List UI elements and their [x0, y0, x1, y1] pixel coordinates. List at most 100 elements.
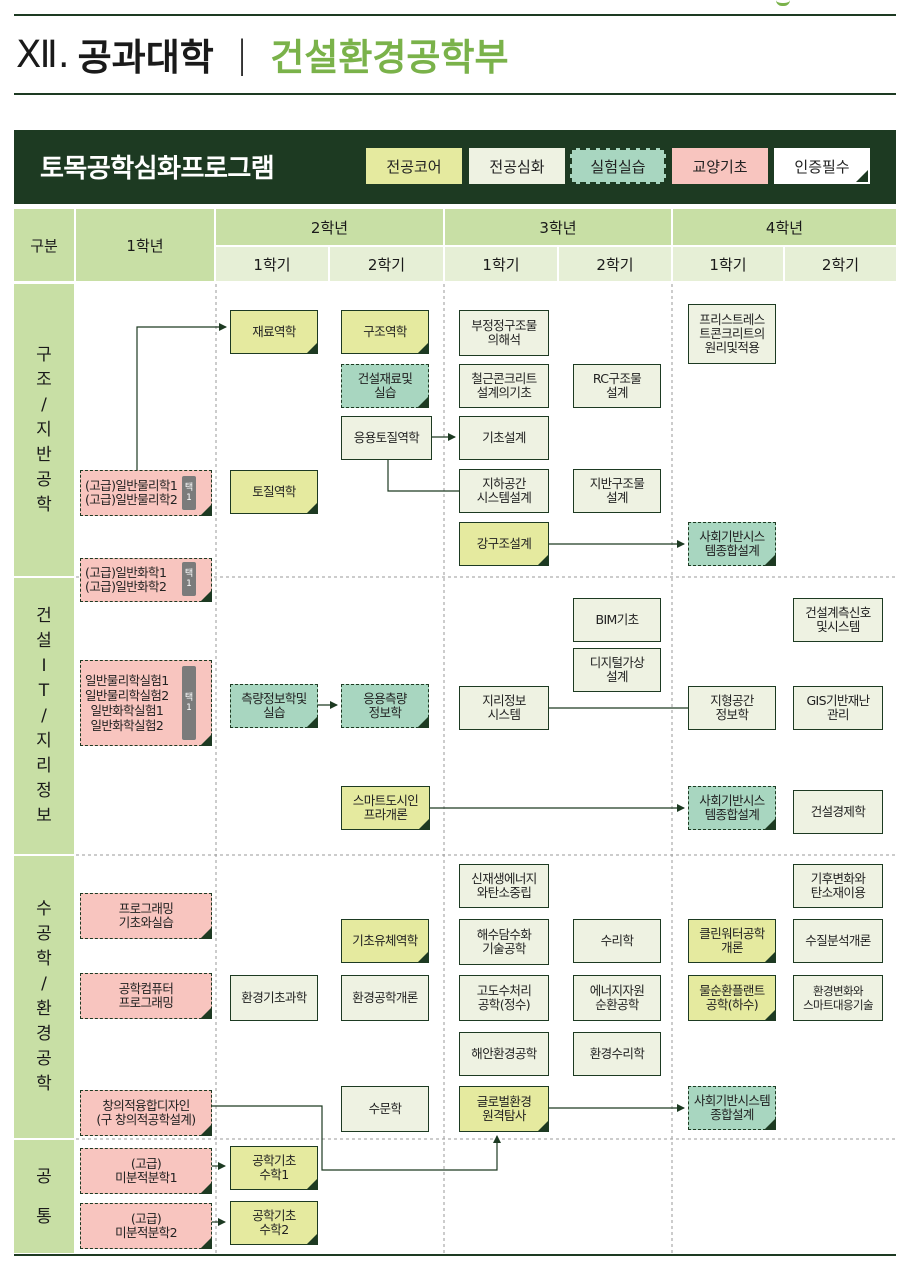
- section-char: /: [41, 394, 47, 415]
- course-construction-measurement[interactable]: 건설계측신호 및시스템: [793, 598, 883, 642]
- section-char: /: [41, 705, 47, 726]
- course-energy-resource[interactable]: 에너지자원 순환공학: [573, 975, 661, 1021]
- section-char: 수: [36, 899, 52, 919]
- course-steel-structure-design[interactable]: 강구조설계: [459, 522, 549, 566]
- course-indeterminate-structures[interactable]: 부정정구조물 의해석: [459, 310, 549, 356]
- course-renewable-energy[interactable]: 신재생에너지 와탄소중립: [459, 864, 549, 908]
- legend-lab: 실험실습: [570, 148, 666, 184]
- course-structural-mechanics[interactable]: 구조역학: [341, 310, 429, 354]
- course-capstone-water[interactable]: 사회기반시스템 종합설계: [688, 1086, 776, 1130]
- course-hydraulics[interactable]: 수리학: [573, 919, 661, 963]
- header-y2-sem1: 1학기: [216, 247, 328, 281]
- course-calculus1[interactable]: (고급) 미분적분학1: [80, 1148, 212, 1194]
- section-char: 건: [36, 605, 52, 626]
- corner-accent: [776, 0, 790, 6]
- page-title: Ⅻ. 공과대학 | 건설환경공학부: [16, 26, 509, 82]
- course-rc-structure-design[interactable]: RC구조물 설계: [573, 364, 661, 408]
- section-char: 설: [36, 630, 52, 651]
- course-applied-surveying[interactable]: 응용측량 정보학: [341, 684, 429, 728]
- course-eng-computer[interactable]: 공학컴퓨터 프로그래밍: [80, 973, 212, 1019]
- course-env-basic-science[interactable]: 환경기초과학: [230, 975, 318, 1021]
- course-env-change-smart[interactable]: 환경변화와 스마트대응기술: [793, 975, 883, 1021]
- title-divider: |: [235, 32, 249, 76]
- program-title: 토목공학심화프로그램: [40, 153, 275, 184]
- course-mechanics-of-materials[interactable]: 재료역학: [230, 310, 318, 354]
- course-coastal-env-eng[interactable]: 해안환경공학: [459, 1032, 549, 1076]
- course-construction-economics[interactable]: 건설경제학: [793, 790, 883, 834]
- section-char: 지: [36, 419, 52, 440]
- course-capstone-structure[interactable]: 사회기반시스 템종합설계: [688, 522, 776, 566]
- course-topographic-info[interactable]: 지형공간 정보학: [688, 686, 776, 730]
- section-char: 반: [36, 444, 52, 465]
- title-rule: [14, 93, 896, 95]
- course-rc-design-basics[interactable]: 철근콘크리트 설계의기초: [459, 364, 549, 408]
- course-bim-basics[interactable]: BIM기초: [573, 598, 661, 642]
- header-y2-sem2: 2학기: [330, 247, 443, 281]
- tag-char: 1: [186, 579, 192, 589]
- course-hydrology[interactable]: 수문학: [341, 1086, 429, 1132]
- section-char: /: [41, 974, 47, 994]
- section-char: 공: [36, 469, 52, 490]
- course-surveying[interactable]: 측량정보학및 실습: [230, 684, 318, 728]
- course-env-hydraulics[interactable]: 환경수리학: [573, 1032, 661, 1076]
- course-foundation-design[interactable]: 기초설계: [459, 416, 549, 460]
- course-eng-math1[interactable]: 공학기초 수학1: [230, 1146, 318, 1190]
- section-char: 학: [36, 494, 52, 515]
- course-smart-city[interactable]: 스마트도시인 프라개론: [341, 786, 430, 830]
- section-char: 경: [36, 1024, 52, 1044]
- course-underground-space[interactable]: 지하공간 시스템설계: [459, 469, 549, 513]
- course-gis-disaster[interactable]: GIS기반재난 관리: [793, 686, 883, 730]
- section-char: 공: [36, 1049, 52, 1069]
- legend-required: 인증필수: [774, 148, 870, 184]
- course-programming[interactable]: 프로그래밍 기초와실습: [80, 893, 212, 939]
- section-char: 통: [36, 1206, 52, 1227]
- course-climate-change[interactable]: 기후변화와 탄소재이용: [793, 864, 883, 908]
- course-geographic-info-systems[interactable]: 지리정보 시스템: [459, 686, 549, 730]
- section-construction-it-label: 건 설 I T / 지 리 정 보: [14, 578, 74, 854]
- course-calculus2[interactable]: (고급) 미분적분학2: [80, 1203, 212, 1249]
- course-digital-twin-design[interactable]: 디지털가상 설계: [573, 648, 661, 692]
- course-construction-materials[interactable]: 건설재료및 실습: [341, 364, 429, 408]
- course-desalination[interactable]: 해수담수화 기술공학: [459, 919, 549, 965]
- section-char: 조: [36, 369, 52, 390]
- course-ground-structure-design[interactable]: 지반구조물 설계: [573, 469, 661, 513]
- section-char: 리: [36, 755, 52, 776]
- course-prestressed-concrete[interactable]: 프리스트레스 트콘크리트의 원리및적용: [688, 304, 776, 364]
- header-year3: 3학년: [445, 209, 671, 245]
- legend-required-label: 인증필수: [794, 157, 850, 176]
- chapter-numeral: Ⅻ.: [16, 32, 70, 76]
- college-name: 공과대학: [77, 36, 214, 79]
- section-char: 지: [36, 730, 52, 751]
- tag-char: 택: [184, 693, 194, 703]
- tag-char: 택: [184, 569, 194, 579]
- section-structure-label: 구 조 / 지 반 공 학: [14, 284, 74, 576]
- department-name: 건설환경공학부: [270, 36, 509, 79]
- course-advanced-water-treatment[interactable]: 고도수처리 공학(정수): [459, 975, 549, 1021]
- course-applied-soil-mechanics[interactable]: 응용토질역학: [341, 416, 432, 460]
- section-char: I: [41, 655, 47, 676]
- arrow-design-to-remote: [212, 1105, 501, 1171]
- course-env-eng-intro[interactable]: 환경공학개론: [341, 975, 429, 1021]
- header-year2: 2학년: [216, 209, 443, 245]
- header-y4-sem1: 1학기: [673, 247, 783, 281]
- section-char: 공: [36, 1166, 52, 1187]
- course-basic-fluid-mechanics[interactable]: 기초유체역학: [341, 919, 429, 963]
- course-water-cycle-plant[interactable]: 물순환플랜트 공학(하수): [688, 975, 776, 1021]
- header-category: 구분: [14, 209, 74, 281]
- course-soil-mechanics[interactable]: 토질역학: [230, 470, 318, 514]
- course-eng-math2[interactable]: 공학기초 수학2: [230, 1201, 318, 1245]
- course-creative-design[interactable]: 창의적융합디자인 (구 창의적공학설계): [80, 1090, 212, 1136]
- course-clean-water[interactable]: 클린워터공학 개론: [688, 919, 776, 963]
- section-char: 환: [36, 999, 52, 1019]
- corner-triangle-icon: [856, 170, 868, 182]
- course-capstone-it[interactable]: 사회기반시스 템종합설계: [688, 786, 776, 830]
- section-char: 정: [36, 780, 52, 801]
- section-char: 학: [36, 949, 52, 969]
- top-rule: [14, 14, 896, 16]
- header-y3-sem2: 2학기: [559, 247, 671, 281]
- arrow-physics-to-matmech: [136, 323, 227, 470]
- tag-char: 1: [186, 493, 192, 503]
- course-global-remote-sensing[interactable]: 글로벌환경 원격탐사: [459, 1086, 549, 1132]
- course-water-quality[interactable]: 수질분석개론: [793, 919, 883, 963]
